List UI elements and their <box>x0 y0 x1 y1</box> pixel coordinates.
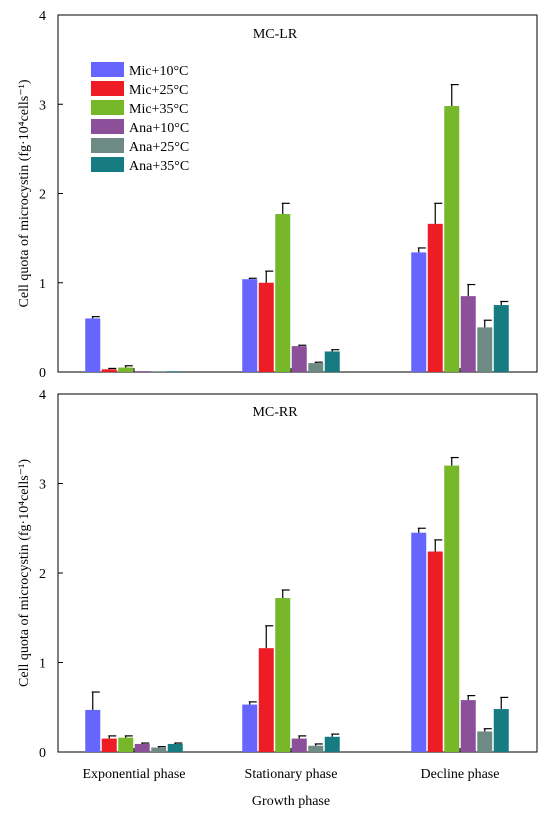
bar <box>477 327 493 372</box>
bar <box>134 371 150 372</box>
bar <box>85 318 101 372</box>
y-tick-label: 3 <box>39 478 46 493</box>
bar <box>275 214 291 372</box>
y-tick-label: 0 <box>39 746 46 761</box>
bar <box>151 371 167 372</box>
panel-title: MC-LR <box>253 27 298 42</box>
bar <box>167 371 183 372</box>
bar <box>118 367 134 372</box>
y-axis-title: Cell quota of microcystin (fg·10⁴cells⁻¹… <box>17 459 32 687</box>
bar <box>118 737 134 752</box>
bar <box>411 532 427 752</box>
bar <box>242 279 258 372</box>
bar <box>101 369 117 372</box>
legend-swatch <box>91 119 124 134</box>
y-tick-label: 1 <box>39 277 46 292</box>
bar <box>427 551 443 752</box>
bar <box>493 305 509 372</box>
legend-label: Ana+25°C <box>129 140 189 155</box>
legend-swatch <box>91 157 124 172</box>
bar <box>275 598 291 752</box>
bar <box>167 743 183 752</box>
bar <box>444 106 460 372</box>
legend-label: Mic+25°C <box>129 83 188 98</box>
bar <box>151 747 167 752</box>
legend-label: Ana+10°C <box>129 121 189 136</box>
x-category-label: Exponential phase <box>82 767 185 782</box>
bar <box>427 223 443 372</box>
bar <box>101 738 117 752</box>
bar <box>258 282 274 372</box>
bar <box>258 648 274 752</box>
y-tick-label: 2 <box>39 567 46 582</box>
bar <box>493 709 509 752</box>
x-category-label: Decline phase <box>421 767 500 782</box>
bar <box>411 252 427 372</box>
y-tick-label: 1 <box>39 657 46 672</box>
bar <box>324 351 340 372</box>
legend-swatch <box>91 138 124 153</box>
panel-title: MC-RR <box>252 405 298 420</box>
legend-swatch <box>91 62 124 77</box>
bar <box>134 743 150 752</box>
bar <box>460 700 476 752</box>
bar <box>291 738 307 752</box>
bar <box>324 736 340 752</box>
bar <box>460 296 476 372</box>
legend-label: Mic+10°C <box>129 64 188 79</box>
y-tick-label: 2 <box>39 188 46 203</box>
panel-mc-lr: 0 1 2 3 4 Cell quota of microcystin (fg·10⁴ce… <box>17 9 538 381</box>
y-tick-label: 0 <box>39 366 46 381</box>
bar <box>291 346 307 372</box>
plot-frame <box>57 393 538 753</box>
y-tick-label: 3 <box>39 98 46 113</box>
legend-label: Mic+35°C <box>129 102 188 117</box>
y-axis-title: Cell quota of microcystin (fg·10⁴cells⁻¹… <box>17 79 32 307</box>
bar <box>444 465 460 752</box>
bar <box>242 704 258 752</box>
bar <box>308 363 324 372</box>
legend-swatch <box>91 100 124 115</box>
y-tick-label: 4 <box>39 9 46 24</box>
x-category-label: Stationary phase <box>245 767 338 782</box>
legend: Mic+10°C Mic+25°C Mic+35°C Ana+10°C Ana+25°C… <box>91 62 189 174</box>
legend-label: Ana+35°C <box>129 159 189 174</box>
panel-mc-rr: 0 1 2 3 4 Cell quota of microcystin (fg·10⁴ce… <box>17 388 538 782</box>
bar <box>85 709 101 752</box>
bar <box>477 731 493 752</box>
legend-swatch <box>91 81 124 96</box>
x-axis-title: Growth phase <box>252 794 330 809</box>
y-tick-label: 4 <box>39 388 46 403</box>
bar <box>308 745 324 752</box>
